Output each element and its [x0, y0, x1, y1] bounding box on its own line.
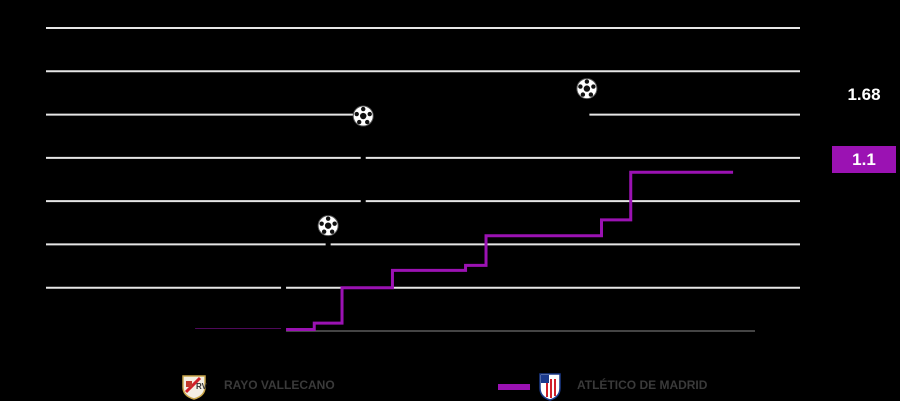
svg-text:RV: RV	[196, 382, 208, 391]
series-line-rayo	[46, 86, 734, 334]
legend-label-atletico: ATLÉTICO DE MADRID	[577, 378, 708, 392]
atletico-crest-icon	[539, 373, 561, 401]
atletico-final-xg-label: 1.1	[832, 146, 896, 173]
legend-label-rayo: RAYO VALLECANO	[224, 378, 335, 392]
goal-ball-icon	[317, 215, 339, 237]
series-line-atletico	[46, 170, 734, 333]
legend-swatch-atletico	[498, 384, 530, 390]
rayo-final-xg-label: 1.68	[847, 85, 881, 104]
rayo-crest-icon: RV	[182, 375, 208, 400]
goal-ball-icon	[576, 78, 598, 100]
goal-ball-icon	[352, 105, 374, 127]
